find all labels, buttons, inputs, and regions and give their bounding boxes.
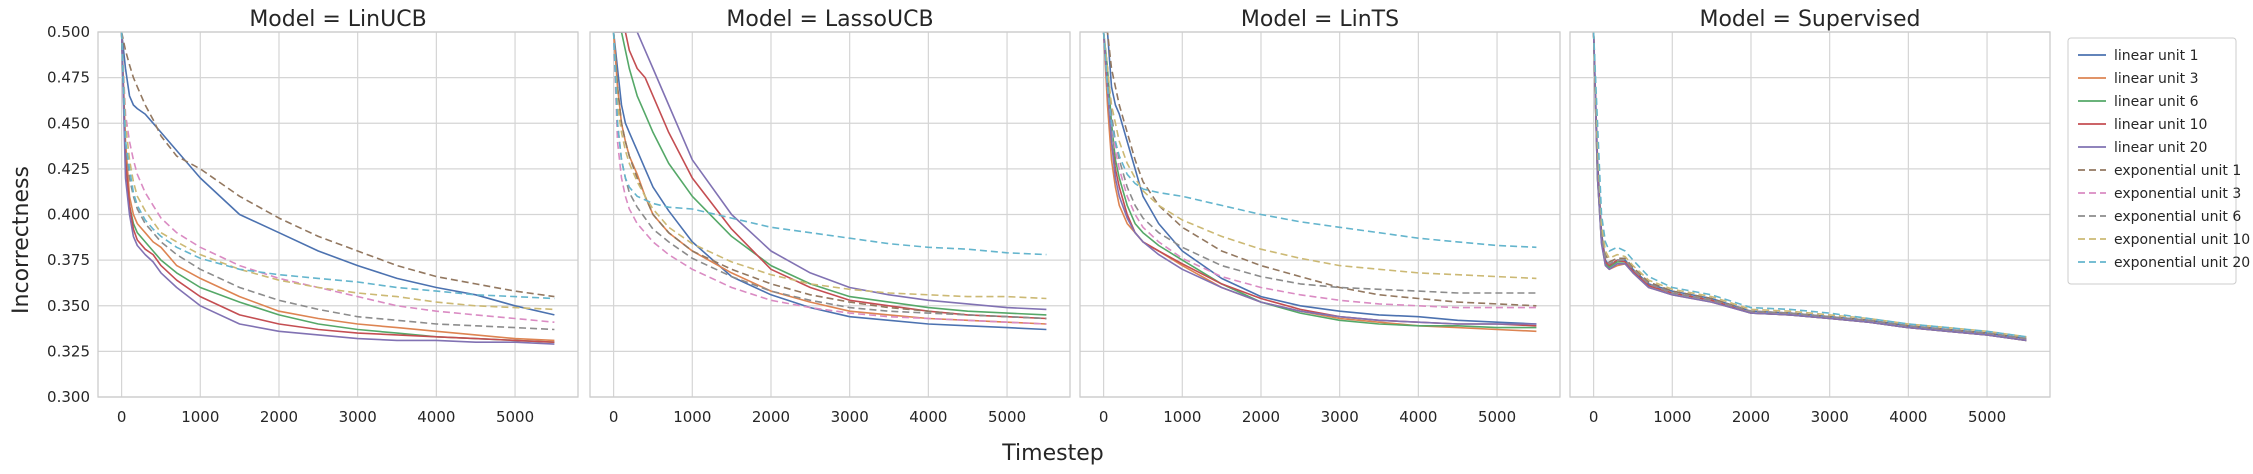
x-tick-label: 1000 [181, 408, 219, 426]
legend-frame [2067, 37, 2237, 285]
series-line-9 [120, 32, 555, 311]
x-tick-label: 4000 [909, 408, 947, 426]
plot-frame [589, 31, 1071, 398]
series-line-10 [120, 32, 555, 300]
x-tick-label: 5000 [496, 408, 534, 426]
x-tick-label: 4000 [1399, 408, 1437, 426]
y-tick-label: 0.475 [47, 69, 90, 87]
x-tick-label: 5000 [1968, 408, 2006, 426]
series-line-1 [120, 32, 555, 316]
series-line-10 [1592, 32, 2027, 338]
series-group [612, 32, 1047, 331]
series-group [1102, 32, 1537, 333]
panel-title: Model = LinTS [1241, 7, 1399, 32]
legend-entry: exponential unit 6 [2114, 209, 2241, 225]
x-tick-label: 0 [609, 408, 619, 426]
legend-entry: linear unit 10 [2114, 117, 2207, 133]
series-line-5 [613, 32, 1047, 311]
legend-entry: linear unit 1 [2114, 48, 2199, 64]
panel-3: 0 1000 2000 3000 4000 5000 Model = LinTS [1079, 7, 1561, 426]
legend-entry: linear unit 20 [2114, 140, 2207, 156]
x-tick-label: 2000 [752, 408, 790, 426]
panel-2: 0 1000 2000 3000 4000 5000 Model = LassoUCB [589, 7, 1071, 426]
x-tick-label: 0 [117, 408, 127, 426]
y-tick-labels: 0.300 0.325 0.350 0.375 0.400 0.425 0.450 0.475… [47, 23, 90, 406]
series-line-2 [120, 32, 555, 342]
x-tick-label: 4000 [417, 408, 455, 426]
y-tick-label: 0.300 [47, 388, 90, 406]
y-tick-label: 0.400 [47, 206, 90, 224]
series-line-6 [1103, 32, 1537, 307]
series-line-5 [1592, 32, 2027, 342]
series-line-4 [120, 32, 555, 343]
x-tick-label: 1000 [1163, 408, 1201, 426]
series-line-6 [612, 32, 1047, 320]
series-line-8 [1592, 32, 2027, 340]
panel-title: Model = LassoUCB [726, 7, 933, 32]
legend-entry: exponential unit 3 [2114, 186, 2241, 202]
series-line-5 [120, 32, 555, 345]
y-tick-label: 0.325 [47, 342, 90, 360]
series-line-10 [612, 32, 1047, 256]
panel-title: Model = Supervised [1699, 7, 1920, 32]
x-tick-label: 0 [1589, 408, 1599, 426]
x-tick-label: 2000 [1732, 408, 1770, 426]
x-tick-label: 1000 [1653, 408, 1691, 426]
y-tick-label: 0.375 [47, 251, 90, 269]
series-line-9 [1102, 32, 1537, 280]
y-tick-label: 0.425 [47, 160, 90, 178]
x-tick-label: 3000 [831, 408, 869, 426]
series-group [1592, 32, 2027, 342]
legend-entry: exponential unit 20 [2114, 255, 2250, 271]
series-line-6 [120, 32, 555, 298]
y-tick-label: 0.450 [47, 114, 90, 132]
panels: 0 1000 2000 3000 4000 5000 Model = LinUCB 0 1000… [97, 7, 2051, 426]
x-tick-label: 3000 [1321, 408, 1359, 426]
series-line-9 [1592, 32, 2027, 338]
x-tick-label: 3000 [1811, 408, 1849, 426]
legend-entry: linear unit 6 [2114, 94, 2199, 110]
series-line-7 [612, 32, 1047, 325]
y-axis-label: Incorrectness [9, 166, 34, 314]
y-tick-label: 0.350 [47, 297, 90, 315]
series-line-1 [1103, 32, 1537, 325]
series-line-3 [1102, 32, 1537, 329]
x-tick-label: 4000 [1889, 408, 1927, 426]
x-tick-label: 1000 [673, 408, 711, 426]
series-line-1 [612, 32, 1047, 331]
legend: linear unit 1 linear unit 3 linear unit 6 l… [2067, 37, 2250, 285]
legend-entry: exponential unit 1 [2114, 163, 2241, 179]
plot-frame [1079, 31, 1561, 398]
series-line-5 [1102, 32, 1537, 325]
x-tick-label: 0 [1099, 408, 1109, 426]
x-tick-label: 2000 [1242, 408, 1280, 426]
x-tick-label: 5000 [988, 408, 1026, 426]
panel-title: Model = LinUCB [249, 7, 426, 32]
x-tick-label: 3000 [339, 408, 377, 426]
series-line-9 [612, 32, 1047, 300]
legend-entry: linear unit 3 [2114, 71, 2199, 87]
y-tick-label: 0.500 [47, 23, 90, 41]
x-axis-label: Timestep [1001, 441, 1103, 466]
x-tick-label: 5000 [1478, 408, 1516, 426]
series-line-8 [120, 32, 555, 331]
x-tick-label: 2000 [260, 408, 298, 426]
panel-4: 0 1000 2000 3000 4000 5000 Model = Supervised [1569, 7, 2051, 426]
legend-entry: exponential unit 10 [2114, 232, 2250, 248]
series-group [120, 32, 555, 345]
plot-frame [1569, 31, 2051, 398]
series-line-7 [120, 32, 555, 323]
series-line-10 [1102, 32, 1537, 249]
plot-frame [97, 31, 579, 398]
series-line-3 [613, 32, 1047, 316]
panel-1: 0 1000 2000 3000 4000 5000 Model = LinUCB [97, 7, 579, 426]
